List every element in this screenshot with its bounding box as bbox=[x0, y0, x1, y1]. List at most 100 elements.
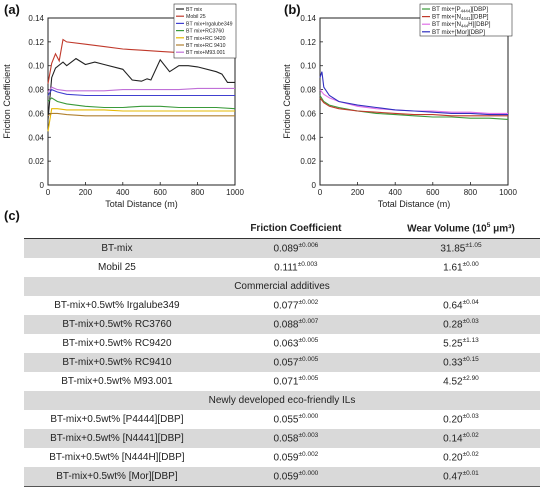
friction-error: ±0.007 bbox=[298, 318, 319, 326]
table-row: BT-mix+0.5wt% RC9410 0.057±0.005 0.33±0.15 bbox=[24, 353, 540, 372]
y-axis-label: Friction Coefficient bbox=[282, 64, 292, 139]
wear-value: 31.85 bbox=[440, 243, 466, 255]
y-tick-label: 0.06 bbox=[300, 109, 316, 118]
x-tick-label: 0 bbox=[46, 188, 51, 197]
legend-label-main: BT mix+[N bbox=[432, 14, 461, 21]
legend-label: BT mix+M93.001 bbox=[186, 50, 225, 56]
wear-value: 4.52 bbox=[443, 376, 463, 388]
friction-value: 0.063 bbox=[273, 338, 299, 350]
friction-value: 0.077 bbox=[273, 300, 299, 312]
x-tick-label: 600 bbox=[426, 188, 440, 197]
sample-name: BT-mix+0.5wt% [N444H][DBP] bbox=[49, 452, 185, 463]
wear-error: ±0.02 bbox=[462, 432, 479, 440]
wear-value: 0.47 bbox=[443, 471, 463, 483]
friction-error: ±0.005 bbox=[298, 337, 319, 345]
y-tick-label: 0.02 bbox=[300, 157, 316, 166]
friction-value: 0.088 bbox=[273, 319, 299, 331]
header-wear-main: Wear Volume (10 bbox=[407, 223, 487, 235]
wear-value: 5.25 bbox=[443, 338, 463, 350]
wear-error: ±1.05 bbox=[465, 242, 482, 250]
wear-value: 0.28 bbox=[443, 319, 463, 331]
wear-cell: 4.52±2.90 bbox=[382, 372, 540, 391]
wear-cell: 0.20±0.03 bbox=[382, 410, 540, 429]
sample-name: BT-mix+0.5wt% M93.001 bbox=[61, 376, 173, 387]
legend-label-tail: ][DBP] bbox=[470, 6, 488, 13]
wear-value: 0.64 bbox=[443, 300, 463, 312]
results-table: Friction Coefficient Wear Volume (105 μm… bbox=[24, 218, 540, 487]
wear-value: 0.14 bbox=[443, 433, 463, 445]
x-axis-label: Total Distance (m) bbox=[105, 199, 178, 209]
y-tick-label: 0.10 bbox=[28, 62, 44, 71]
y-tick-label: 0.02 bbox=[28, 157, 44, 166]
legend-box bbox=[173, 3, 237, 59]
wear-error: ±0.04 bbox=[462, 299, 479, 307]
friction-cell: 0.111±0.003 bbox=[210, 258, 382, 277]
table-row: BT-mix+0.5wt% RC9420 0.063±0.005 5.25±1.13 bbox=[24, 334, 540, 353]
wear-error: ±2.90 bbox=[462, 375, 479, 383]
legend-label-main: BT mix+[P bbox=[432, 6, 461, 13]
friction-cell: 0.063±0.005 bbox=[210, 334, 382, 353]
header-wear-sup: 5 bbox=[486, 221, 491, 229]
friction-error: ±0.000 bbox=[298, 413, 319, 421]
series-line-3 bbox=[47, 88, 235, 97]
series-line-4 bbox=[47, 97, 236, 110]
y-tick-label: 0.04 bbox=[300, 133, 316, 142]
table-row: BT-mix+0.5wt% RC3760 0.088±0.007 0.28±0.03 bbox=[24, 315, 540, 334]
friction-value: 0.059 bbox=[273, 471, 299, 483]
friction-value: 0.057 bbox=[273, 357, 299, 369]
sample-name: Mobil 25 bbox=[98, 262, 136, 273]
wear-cell: 0.28±0.03 bbox=[381, 315, 540, 334]
series-line-2 bbox=[319, 97, 508, 117]
friction-cell: 0.071±0.005 bbox=[210, 372, 382, 391]
friction-value: 0.071 bbox=[273, 376, 299, 388]
friction-error: ±0.003 bbox=[298, 432, 319, 440]
table-row: BT-mix+0.5wt% Irgalube349 0.077±0.002 0.64… bbox=[24, 296, 540, 315]
legend-label: BT mix+RC 9410 bbox=[186, 43, 226, 49]
friction-error: ±0.002 bbox=[298, 451, 319, 459]
x-tick-label: 400 bbox=[116, 188, 130, 197]
header-wear-volume: Wear Volume (105 μm³) bbox=[381, 218, 540, 239]
y-tick-label: 0.08 bbox=[28, 86, 44, 95]
legend-label: BT mix+[Mor][DBP] bbox=[432, 29, 485, 36]
table-row: BT-mix+0.5wt% [P4444][DBP] 0.055±0.000 0.2… bbox=[24, 410, 540, 429]
y-tick-label: 0.12 bbox=[300, 38, 316, 47]
panel-b-tag: (b) bbox=[284, 2, 301, 17]
y-axis-label: Friction Coefficient bbox=[2, 64, 12, 139]
series-line-7 bbox=[47, 86, 235, 93]
friction-value: 0.055 bbox=[273, 414, 299, 426]
wear-error: ±0.03 bbox=[462, 318, 479, 326]
sample-name: BT-mix+0.5wt% [P4444][DBP] bbox=[50, 414, 184, 425]
series-line-4 bbox=[319, 71, 508, 116]
legend-label: BT mix+RC3760 bbox=[186, 29, 224, 35]
friction-value: 0.111 bbox=[274, 262, 298, 274]
x-tick-label: 200 bbox=[79, 188, 93, 197]
section-label: Commercial additives bbox=[24, 277, 540, 296]
legend-label: BT mix+[N4441][DBP] bbox=[432, 14, 489, 22]
friction-cell: 0.057±0.005 bbox=[209, 353, 382, 372]
wear-cell: 0.47±0.01 bbox=[381, 467, 540, 487]
series-line-5 bbox=[47, 108, 235, 132]
wear-cell: 0.20±0.02 bbox=[382, 448, 540, 467]
legend-label: BT mix bbox=[186, 7, 202, 13]
legend-label-main: BT mix+[Mor][DBP] bbox=[432, 29, 485, 36]
sample-name: BT-mix+0.5wt% [N4441][DBP] bbox=[24, 429, 210, 448]
friction-cell: 0.088±0.007 bbox=[209, 315, 382, 334]
wear-error: ±0.02 bbox=[462, 451, 479, 459]
wear-value: 0.20 bbox=[443, 414, 463, 426]
friction-cell: 0.059±0.000 bbox=[209, 467, 382, 487]
friction-error: ±0.005 bbox=[298, 356, 319, 364]
table-row: BT-mix+0.5wt% M93.001 0.071±0.005 4.52±2.9… bbox=[24, 372, 540, 391]
sample-name: BT-mix+0.5wt% [Mor][DBP] bbox=[24, 467, 210, 487]
panel-c-tag: (c) bbox=[4, 208, 20, 223]
sample-name: BT-mix+0.5wt% RC9420 bbox=[62, 338, 172, 349]
legend-label: BT mix+RC 9420 bbox=[186, 36, 226, 42]
x-tick-label: 400 bbox=[389, 188, 403, 197]
y-tick-label: 0 bbox=[312, 181, 317, 190]
friction-error: ±0.006 bbox=[298, 242, 319, 250]
friction-error: ±0.002 bbox=[298, 299, 319, 307]
wear-cell: 31.85±1.05 bbox=[381, 238, 540, 258]
legend-label-sub: 444 bbox=[461, 24, 469, 29]
wear-error: ±0.01 bbox=[462, 470, 479, 478]
series-line-1 bbox=[47, 57, 235, 120]
wear-cell: 1.61±0.00 bbox=[382, 258, 540, 277]
